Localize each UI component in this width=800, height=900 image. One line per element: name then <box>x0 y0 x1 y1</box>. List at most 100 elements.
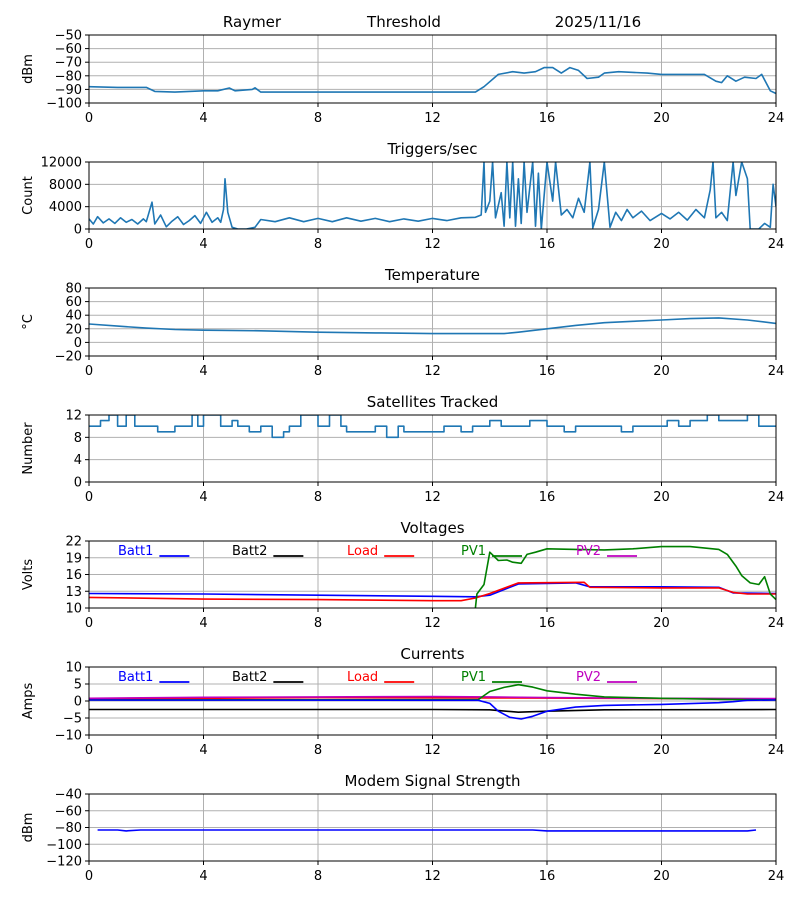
x-tick-label: 20 <box>653 616 670 631</box>
series-line-pv1 <box>89 683 776 701</box>
y-tick-label: −60 <box>55 804 82 819</box>
panel-title: Modem Signal Strength <box>345 772 521 790</box>
y-tick-label: −100 <box>46 838 82 853</box>
y-axis-label: Amps <box>21 682 36 719</box>
legend: Batt1 Batt2 Load PV1 PV2 <box>118 544 638 559</box>
y-tick-label: 40 <box>65 309 82 324</box>
x-tick-label: 24 <box>768 490 785 505</box>
series-group <box>97 829 757 832</box>
x-tick-label: 20 <box>653 364 670 379</box>
x-tick-label: 0 <box>85 237 93 252</box>
y-tick-label: −5 <box>63 712 82 727</box>
grid <box>88 793 777 862</box>
x-tick-label: 12 <box>424 237 441 252</box>
y-tick-label: 13 <box>65 585 82 600</box>
x-tick-label: 4 <box>199 743 207 758</box>
x-tick-label: 8 <box>314 869 322 884</box>
legend-label-batt2: Batt2 <box>232 544 267 559</box>
x-tick-label: 20 <box>653 490 670 505</box>
x-tick-label: 4 <box>199 616 207 631</box>
x-tick-label: 12 <box>424 869 441 884</box>
series-line-0 <box>97 829 757 832</box>
x-tick-label: 8 <box>314 490 322 505</box>
y-tick-label: 20 <box>65 322 82 337</box>
panel-title: Voltages <box>400 519 464 537</box>
x-tick-label: 8 <box>314 616 322 631</box>
header-station: Raymer <box>223 13 282 31</box>
x-tick-label: 24 <box>768 111 785 126</box>
y-tick-label: 5 <box>74 678 82 693</box>
legend-label-batt2: Batt2 <box>232 670 267 685</box>
x-tick-label: 24 <box>768 869 785 884</box>
x-tick-label: 16 <box>539 616 556 631</box>
y-tick-label: 0 <box>74 695 82 710</box>
x-tick-label: 16 <box>539 364 556 379</box>
y-tick-label: 0 <box>74 476 82 491</box>
x-tick-label: 20 <box>653 111 670 126</box>
x-tick-label: 16 <box>539 111 556 126</box>
y-tick-label: 80 <box>65 282 82 297</box>
legend-label-pv2: PV2 <box>576 670 601 685</box>
header-mode: Threshold <box>366 13 441 31</box>
series-line-load <box>89 581 776 602</box>
panel-title: Satellites Tracked <box>367 393 498 411</box>
x-tick-label: 0 <box>85 743 93 758</box>
legend-label-batt1: Batt1 <box>118 670 153 685</box>
x-tick-label: 8 <box>314 364 322 379</box>
x-tick-label: 0 <box>85 616 93 631</box>
legend-label-pv1: PV1 <box>461 544 486 559</box>
series-line-batt1 <box>89 699 776 720</box>
grid <box>88 540 777 609</box>
y-tick-label: 4000 <box>49 200 82 215</box>
x-tick-label: 8 <box>314 111 322 126</box>
y-tick-label: 12 <box>65 409 82 424</box>
y-axis-label: Count <box>21 176 36 215</box>
x-tick-label: 0 <box>85 364 93 379</box>
y-tick-label: −60 <box>55 42 82 57</box>
y-tick-label: 10 <box>65 602 82 617</box>
series-line-0 <box>89 162 776 229</box>
legend-label-load: Load <box>347 544 378 559</box>
y-tick-label: −90 <box>55 83 82 98</box>
series-group <box>89 317 776 335</box>
y-tick-label: −80 <box>55 821 82 836</box>
x-tick-label: 8 <box>314 743 322 758</box>
x-tick-label: 20 <box>653 237 670 252</box>
y-tick-label: 0 <box>74 223 82 238</box>
panel-title: Currents <box>400 645 464 663</box>
y-tick-label: −70 <box>55 56 82 71</box>
grid <box>88 287 777 357</box>
legend: Batt1 Batt2 Load PV1 PV2 <box>118 670 638 685</box>
y-tick-label: 8000 <box>49 178 82 193</box>
x-tick-label: 20 <box>653 869 670 884</box>
x-tick-label: 12 <box>424 490 441 505</box>
series-group <box>89 66 776 95</box>
x-tick-label: 24 <box>768 743 785 758</box>
panel-satellites: 0 4 8 12 16 20 24 0 4 8 12 Satellites Tracked Number <box>21 393 784 505</box>
legend-label-batt1: Batt1 <box>118 544 153 559</box>
x-tick-label: 0 <box>85 490 93 505</box>
y-tick-label: −120 <box>46 855 82 870</box>
page-header: Raymer Threshold 2025/11/16 <box>223 13 641 31</box>
y-tick-label: 8 <box>74 431 82 446</box>
x-tick-label: 16 <box>539 869 556 884</box>
y-tick-label: 22 <box>65 535 82 550</box>
legend-label-load: Load <box>347 670 378 685</box>
y-axis-label: Number <box>21 422 36 475</box>
y-axis-label: dBm <box>21 813 36 843</box>
x-tick-label: 4 <box>199 237 207 252</box>
y-tick-label: 10 <box>65 661 82 676</box>
x-tick-label: 16 <box>539 237 556 252</box>
y-tick-label: 0 <box>74 336 82 351</box>
series-group <box>89 683 776 720</box>
x-tick-label: 24 <box>768 364 785 379</box>
series-group <box>89 415 776 439</box>
x-tick-label: 24 <box>768 616 785 631</box>
y-tick-label: −20 <box>55 350 82 365</box>
series-line-pv1 <box>474 545 776 608</box>
x-tick-label: 8 <box>314 237 322 252</box>
